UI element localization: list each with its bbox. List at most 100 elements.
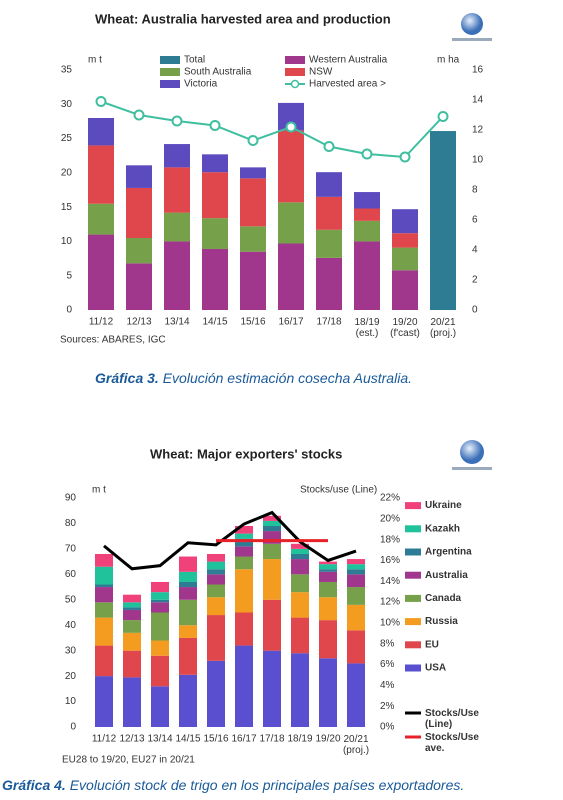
legend-symbol [285,56,305,64]
y-tick-label: 35 [61,65,73,76]
y-tick-label: 20 [65,671,77,682]
x-tick-label: 16/17 [231,734,256,745]
line-marker [95,96,107,107]
bar-segment [235,546,253,557]
bar-segment [202,248,228,310]
bar-segment [88,145,114,204]
y2-tick-label: 22% [380,493,400,504]
line-marker [285,121,297,133]
bar-segment [95,602,113,618]
legend-label: South Australia [184,67,252,78]
bar-segment [347,630,365,664]
y-tick-label: 30 [61,99,73,110]
bar-segment [291,559,309,575]
bar-segment [88,118,114,146]
y2-tick-label: 12% [380,597,400,608]
x-tick-label: 20/21 (proj.) [430,317,456,339]
y2-tick-label: 14 [472,95,484,106]
bar-segment [235,538,253,547]
y-tick-label: 70 [65,544,77,555]
y-tick-label: 0 [70,722,76,733]
bar-segment [151,581,169,593]
legend-label: Western Australia [309,55,388,66]
line-marker [171,115,183,127]
y2-tick-label: 10% [380,618,400,629]
y-tick-label: 30 [65,645,77,656]
bar-segment [151,599,169,603]
y-tick-label: 10 [65,696,77,707]
x-tick-label: 16/17 [278,317,303,328]
caption-label: Gráfica 4. [2,777,66,793]
x-tick-label: 11/12 [92,734,117,745]
bar-segment [347,564,365,570]
bar-segment [151,640,169,656]
x-tick-label: 19/20 [315,734,340,745]
y-tick-label: 90 [65,493,77,504]
bar-segment [354,241,380,310]
legend-symbol [160,80,180,88]
bar-segment [151,592,169,600]
bar-segment [151,655,169,687]
bar-segment [179,625,197,638]
y-tick-label: 60 [65,569,77,580]
bar-segment [347,587,365,605]
x-tick-label: 20/21 (proj.) [343,734,369,756]
bar-segment [235,569,253,613]
bar-segment [123,602,141,608]
y2-tick-label: 4 [472,245,478,256]
x-tick-label: 17/18 [316,317,341,328]
bar-segment [392,247,418,271]
bar-segment [235,533,253,539]
bar-segment [319,658,337,727]
bar-segment [316,172,342,197]
legend-label: Total [184,55,205,66]
bar-segment [151,612,169,641]
legend-symbol [405,641,421,649]
line-marker [399,151,411,163]
y2-tick-label: 20% [380,513,400,524]
bar-segment [263,650,281,727]
legend-symbol [405,525,421,533]
bar-segment [347,604,365,631]
bar-segment [316,229,342,258]
bar-segment [263,599,281,651]
line-marker [323,141,335,152]
bar-segment [164,167,190,213]
bar-segment [235,645,253,727]
bar-segment [319,571,337,582]
bar-segment [123,594,141,603]
x-tick-label: 11/12 [89,317,114,328]
y2-tick-label: 12 [472,125,484,136]
legend-symbol [160,68,180,76]
bar-segment [263,525,281,532]
bar-segment [179,571,197,582]
y2-axis-label: Stocks/use (Line) [300,485,377,496]
legend-label: Victoria [184,79,218,90]
bar-segment [319,597,337,621]
caption-text: Evolución stock de trigo en los principa… [70,777,465,793]
y2-tick-label: 16% [380,555,400,566]
line-marker [247,135,259,146]
x-tick-label: 13/14 [147,734,172,745]
legend-label: Kazakh [425,523,460,534]
bar-segment [392,233,418,248]
bar-segment [179,674,197,727]
bar-segment [291,553,309,560]
note: EU28 to 19/20, EU27 in 20/21 [62,755,195,766]
y2-tick-label: 4% [380,680,395,691]
bar-segment [278,202,304,244]
bar-segment [354,192,380,209]
bar-segment [278,130,304,203]
bar-segment [95,587,113,603]
x-tick-label: 18/19 (est.) [354,317,379,339]
bar-segment [319,564,337,570]
bar-segment [278,243,304,310]
legend-symbol [405,502,421,510]
bar-segment [392,270,418,310]
x-tick-label: 14/15 [202,317,227,328]
bar-segment [179,637,197,675]
chart-title: Wheat: Major exporters' stocks [150,446,342,461]
bar-segment [202,218,228,249]
bar-segment [235,612,253,646]
